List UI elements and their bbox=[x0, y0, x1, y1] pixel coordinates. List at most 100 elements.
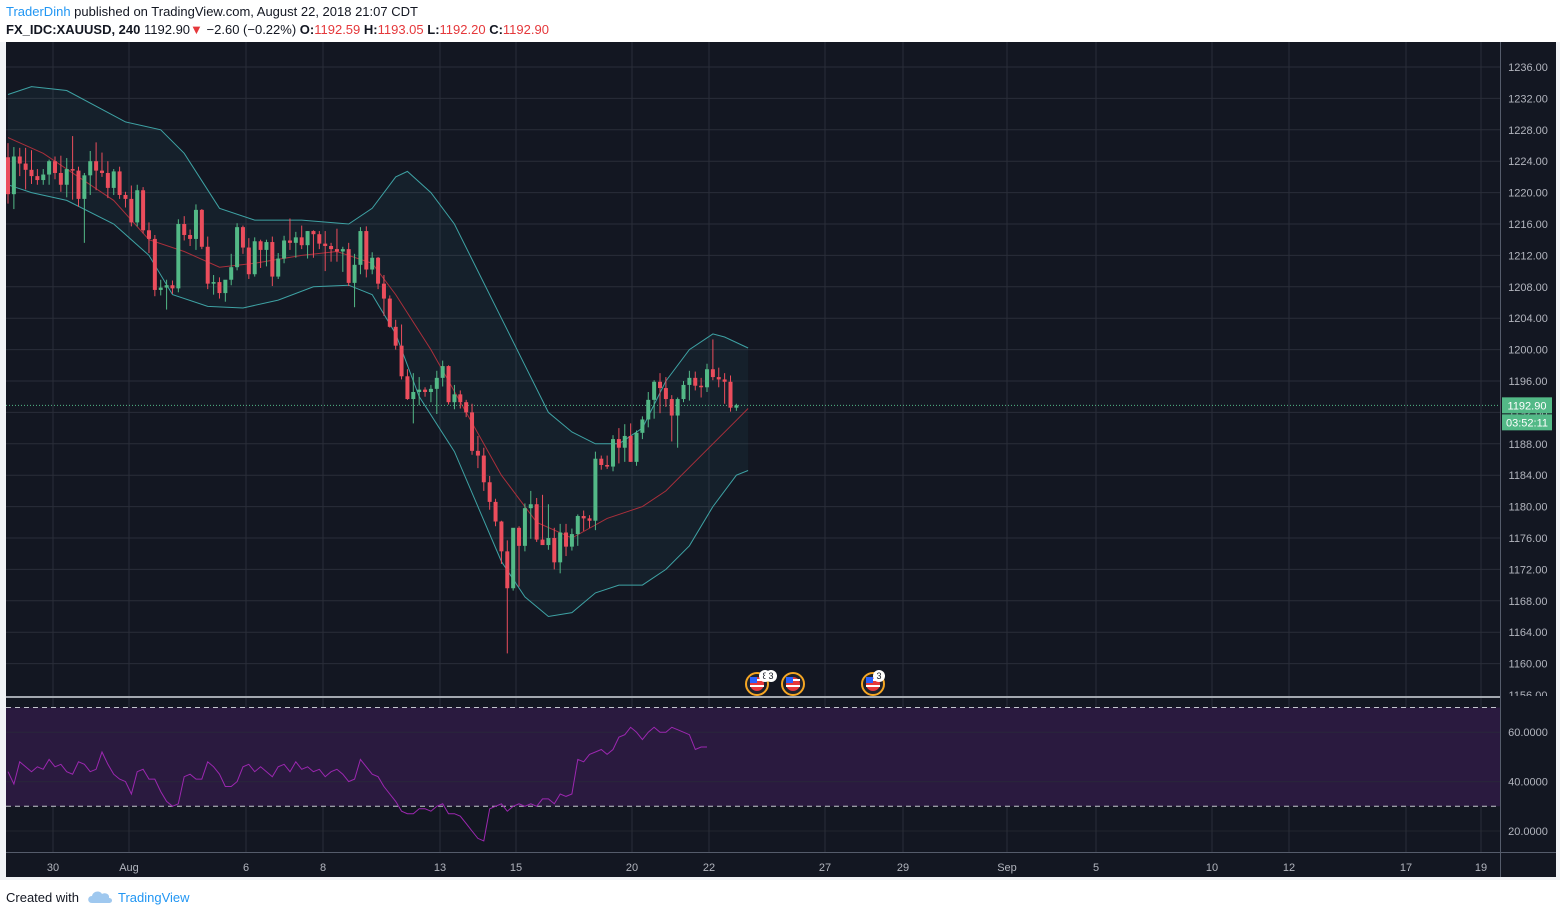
candle bbox=[311, 230, 316, 258]
time-tick-label: 29 bbox=[897, 862, 909, 874]
rsi-tick-label: 60.0000 bbox=[1508, 727, 1548, 739]
candle bbox=[564, 523, 569, 557]
candle bbox=[481, 447, 486, 491]
candle bbox=[705, 363, 710, 392]
chart-canvas[interactable]: 1236.00 1232.00 1228.00 1224.00 1220.00 1216.… bbox=[0, 42, 1560, 880]
candle bbox=[652, 380, 657, 419]
candle bbox=[23, 147, 28, 190]
author-link[interactable]: TraderDinh bbox=[6, 4, 71, 19]
candle bbox=[264, 239, 269, 267]
candle bbox=[734, 403, 739, 411]
candle bbox=[405, 369, 410, 400]
candle bbox=[299, 225, 304, 250]
candle bbox=[170, 280, 175, 294]
candle bbox=[569, 528, 574, 551]
candle bbox=[464, 399, 469, 418]
rsi-tick-label: 40.0000 bbox=[1508, 777, 1548, 789]
candle bbox=[552, 527, 557, 570]
candle bbox=[329, 242, 334, 262]
time-tick-label: 22 bbox=[703, 862, 715, 874]
close-value: 1192.90 bbox=[502, 22, 549, 37]
candle bbox=[646, 391, 651, 428]
candle bbox=[105, 161, 110, 199]
candle bbox=[475, 435, 480, 469]
candle bbox=[493, 498, 498, 527]
candle bbox=[129, 185, 134, 227]
grid-lines bbox=[6, 42, 1500, 852]
candle bbox=[193, 204, 198, 250]
candle bbox=[47, 159, 52, 185]
candle bbox=[211, 275, 216, 295]
candle bbox=[135, 184, 140, 227]
time-tick-label: 30 bbox=[47, 862, 59, 874]
candle bbox=[587, 515, 592, 528]
us-flag-event-icon[interactable] bbox=[781, 672, 805, 696]
last-price: 1192.90 bbox=[144, 22, 191, 37]
candle bbox=[616, 428, 621, 464]
price-axis-bg bbox=[1500, 42, 1556, 877]
price-tick-label: 1160.00 bbox=[1509, 659, 1548, 671]
svg-text:3: 3 bbox=[768, 671, 773, 681]
candle bbox=[599, 455, 604, 470]
candle bbox=[540, 494, 545, 546]
countdown-label: 03:52:11 bbox=[1506, 417, 1548, 429]
candle bbox=[716, 367, 721, 388]
us-flag-event-icon[interactable]: 8 3 bbox=[745, 670, 777, 696]
candle bbox=[205, 236, 210, 290]
candle bbox=[229, 253, 234, 286]
candle bbox=[58, 155, 63, 192]
candle bbox=[364, 226, 369, 278]
candle bbox=[622, 424, 627, 462]
high-label: H: bbox=[363, 22, 378, 37]
candle bbox=[658, 373, 663, 414]
ohlc-legend: FX_IDC:XAUUSD, 240 1192.90▼ −2.60 (−0.22… bbox=[6, 22, 549, 37]
time-tick-label: 13 bbox=[434, 862, 446, 874]
time-tick-label: 15 bbox=[510, 862, 522, 874]
time-tick-label: 17 bbox=[1400, 862, 1412, 874]
candle bbox=[352, 253, 357, 308]
candle bbox=[546, 504, 551, 550]
candle bbox=[417, 377, 422, 406]
candle bbox=[528, 490, 533, 539]
candle bbox=[593, 451, 598, 531]
candle bbox=[176, 219, 181, 293]
candle bbox=[41, 169, 46, 185]
candle bbox=[722, 373, 727, 404]
time-tick-label: 8 bbox=[320, 862, 326, 874]
candle bbox=[534, 497, 539, 542]
candle bbox=[223, 279, 228, 302]
rsi-indicator: 60.0000 40.0000 20.0000 bbox=[6, 707, 1548, 842]
high-value: 1193.05 bbox=[377, 22, 424, 37]
candle bbox=[182, 216, 187, 241]
candle bbox=[511, 527, 516, 591]
publish-info: TraderDinh published on TradingView.com,… bbox=[6, 4, 418, 19]
candle bbox=[240, 225, 245, 254]
tradingview-link[interactable]: TradingView bbox=[118, 890, 190, 905]
rsi-band bbox=[6, 707, 1500, 807]
candle bbox=[82, 172, 87, 243]
svg-text:3: 3 bbox=[876, 671, 881, 681]
open-label: O: bbox=[299, 22, 315, 37]
bollinger-band-fill bbox=[8, 86, 749, 617]
candle bbox=[387, 295, 392, 328]
us-flag-event-icon[interactable]: 3 bbox=[861, 670, 885, 696]
price-tick-label: 1168.00 bbox=[1509, 596, 1548, 608]
candle bbox=[358, 227, 363, 275]
axis-clip bbox=[1501, 696, 1556, 708]
candle bbox=[252, 237, 257, 277]
price-tick-label: 1176.00 bbox=[1509, 533, 1548, 545]
time-tick-label: 19 bbox=[1475, 862, 1487, 874]
candle bbox=[17, 147, 22, 177]
price-tick-label: 1200.00 bbox=[1508, 345, 1548, 357]
price-tick-label: 1184.00 bbox=[1509, 470, 1548, 482]
candle bbox=[99, 152, 104, 177]
candle bbox=[393, 319, 398, 350]
candle bbox=[376, 256, 381, 290]
candle bbox=[710, 339, 715, 381]
candle bbox=[88, 150, 93, 195]
time-axis-bg bbox=[6, 853, 1500, 877]
candle bbox=[611, 435, 616, 472]
price-tick-label: 1224.00 bbox=[1508, 156, 1548, 168]
time-tick-label: 12 bbox=[1283, 862, 1295, 874]
candle bbox=[640, 416, 645, 440]
